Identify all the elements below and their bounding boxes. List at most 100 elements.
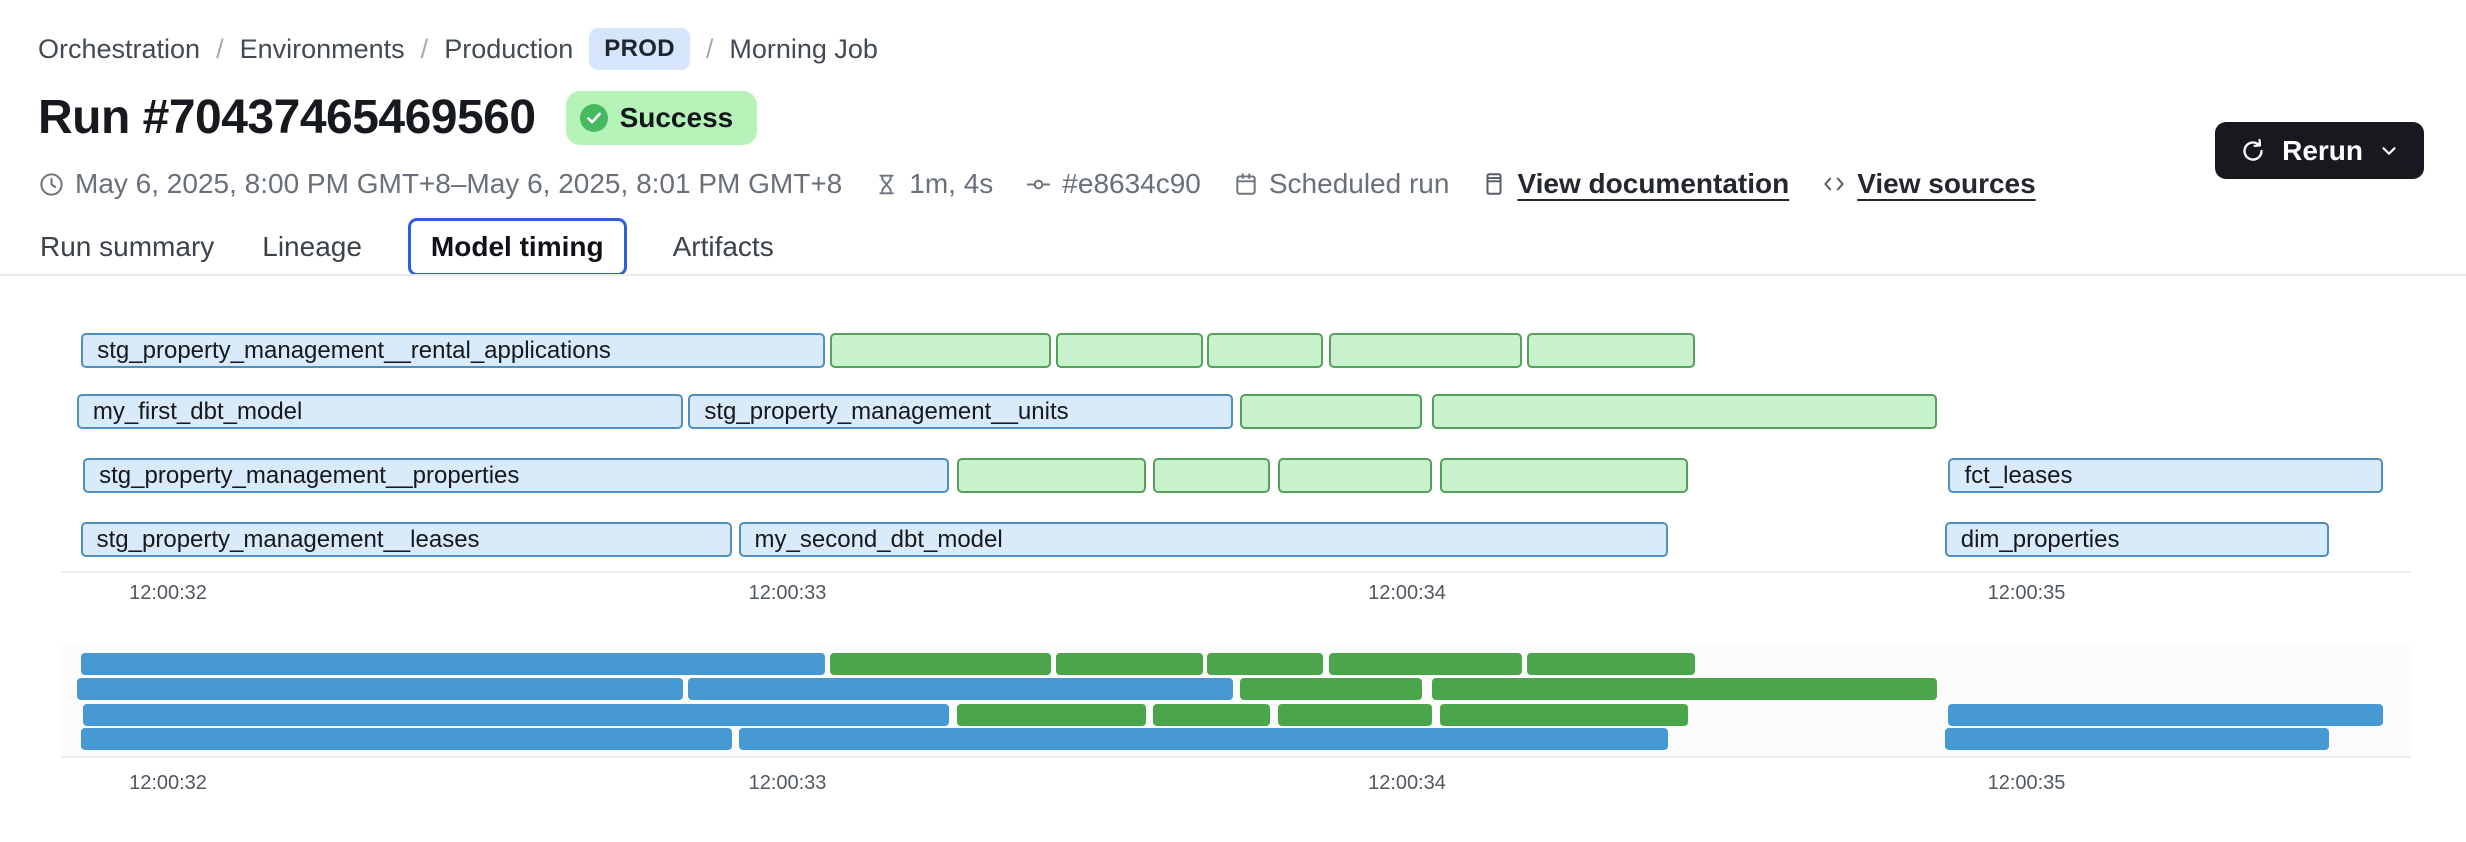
environment-badge: PROD (589, 28, 690, 70)
time-range-label: May 6, 2025, 8:00 PM GMT+8–May 6, 2025, … (75, 168, 843, 199)
gantt-bar-dim_properties[interactable]: dim_properties (1944, 522, 2329, 557)
gantt-bar-test[interactable] (1328, 333, 1523, 368)
breadcrumb-morning-job[interactable]: Morning Job (729, 33, 878, 64)
page-title: Run #70437465469560 (38, 91, 536, 144)
gantt-bar-test[interactable] (1278, 458, 1432, 493)
commit-hash: #e8634c90 (1025, 168, 1201, 200)
gantt-bar-label: fct_leases (1964, 461, 2073, 489)
minimap-bar (1944, 728, 2329, 750)
breadcrumb-separator: / (216, 33, 224, 64)
minimap-bar (1948, 704, 2383, 726)
gantt-bar-label: my_first_dbt_model (92, 397, 303, 425)
trigger-type: Scheduled run (1233, 168, 1450, 200)
chevron-down-icon (2378, 140, 2400, 162)
minimap-bar (1278, 704, 1432, 726)
gantt-bar-test[interactable] (1527, 333, 1696, 368)
minimap-bar (1239, 678, 1422, 700)
calendar-icon (1233, 171, 1259, 197)
axis-tick-label: 12:00:33 (748, 772, 827, 794)
duration-label: 1m, 4s (909, 168, 994, 199)
minimap-bar (76, 678, 684, 700)
view-sources-link[interactable]: View sources (1857, 168, 2036, 199)
rerun-button[interactable]: Rerun (2215, 122, 2424, 179)
gantt-bar-label: stg_property_management__units (704, 397, 1069, 425)
breadcrumb-separator: / (420, 33, 429, 64)
trigger-type-label: Scheduled run (1268, 168, 1450, 199)
title-row: Run #70437465469560 Success (38, 90, 758, 145)
gantt-bar-label: dim_properties (1960, 525, 2120, 553)
minimap-bar (1328, 653, 1523, 675)
gantt-bar-test[interactable] (1439, 458, 1689, 493)
minimap-bar (80, 728, 732, 750)
view-documentation-link[interactable]: View documentation (1517, 168, 1790, 199)
minimap-bar (81, 653, 825, 675)
rerun-label: Rerun (2282, 134, 2363, 166)
tab-lineage[interactable]: Lineage (262, 231, 362, 262)
tab-artifacts[interactable]: Artifacts (672, 231, 774, 262)
gantt-bar-test[interactable] (1153, 458, 1271, 493)
clock-icon (38, 171, 65, 198)
hourglass-icon (874, 172, 899, 197)
axis-tick-label: 12:00:34 (1368, 582, 1446, 604)
minimap-bar (83, 704, 949, 726)
breadcrumb-orchestration[interactable]: Orchestration (38, 33, 201, 64)
minimap-bar (956, 704, 1146, 726)
axis-track-line (61, 571, 2411, 573)
minimap-bar (1439, 704, 1689, 726)
document-icon (1481, 171, 1507, 197)
gantt-bar-label: stg_property_management__leases (96, 525, 480, 553)
gantt-bar-stg_property_management__rental_applications[interactable]: stg_property_management__rental_applicat… (81, 333, 825, 368)
time-range: May 6, 2025, 8:00 PM GMT+8–May 6, 2025, … (38, 168, 842, 200)
axis-tick-label: 12:00:32 (129, 772, 207, 794)
duration: 1m, 4s (874, 168, 993, 200)
axis-tick-label: 12:00:33 (748, 582, 827, 604)
axis-tick-label: 12:00:34 (1368, 772, 1446, 794)
minimap-bar (1431, 678, 1937, 700)
gantt-bar-stg_property_management__units[interactable]: stg_property_management__units (688, 394, 1233, 429)
status-label: Success (619, 101, 734, 133)
axis-track-line (61, 756, 2411, 758)
breadcrumb-production[interactable]: Production (444, 33, 574, 64)
gantt-bar-test[interactable] (1206, 333, 1323, 368)
tab-bar: Run summary Lineage Model timing Artifac… (38, 218, 776, 276)
axis-tick-label: 12:00:35 (1987, 582, 2066, 604)
gantt-bar-test[interactable] (829, 333, 1051, 368)
view-documentation[interactable]: View documentation (1481, 168, 1789, 200)
code-icon (1821, 171, 1847, 197)
minimap-bar (688, 678, 1233, 700)
gantt-bar-label: stg_property_management__properties (99, 461, 520, 489)
gantt-bar-stg_property_management__properties[interactable]: stg_property_management__properties (83, 458, 949, 493)
view-sources[interactable]: View sources (1821, 168, 2036, 200)
commit-hash-label: #e8634c90 (1062, 168, 1201, 199)
minimap-bar (738, 728, 1668, 750)
gantt-bar-test[interactable] (1239, 394, 1422, 429)
breadcrumb-environments[interactable]: Environments (239, 33, 405, 64)
gantt-bar-stg_property_management__leases[interactable]: stg_property_management__leases (80, 522, 732, 557)
gantt-bar-test[interactable] (1431, 394, 1937, 429)
axis-tick-label: 12:00:32 (129, 582, 207, 604)
gantt-bar-label: stg_property_management__rental_applicat… (97, 336, 611, 364)
gantt-bar-test[interactable] (956, 458, 1146, 493)
minimap-bar (1055, 653, 1203, 675)
breadcrumb-separator: / (705, 33, 714, 64)
minimap-bar (1153, 704, 1271, 726)
minimap-bar (1206, 653, 1323, 675)
refresh-icon (2239, 137, 2267, 165)
gantt-bar-fct_leases[interactable]: fct_leases (1948, 458, 2383, 493)
success-check-icon (579, 103, 608, 132)
tabs-divider (0, 274, 2466, 276)
gantt-bar-my_first_dbt_model[interactable]: my_first_dbt_model (76, 394, 684, 429)
git-commit-icon (1025, 171, 1052, 198)
gantt-bar-label: my_second_dbt_model (754, 525, 1003, 553)
status-badge: Success (565, 90, 758, 145)
axis-tick-label: 12:00:35 (1987, 772, 2066, 794)
breadcrumb: Orchestration / Environments / Productio… (38, 28, 878, 70)
minimap-bar (1527, 653, 1696, 675)
gantt-bar-my_second_dbt_model[interactable]: my_second_dbt_model (738, 522, 1668, 557)
tab-run-summary[interactable]: Run summary (40, 231, 215, 262)
run-meta-row: May 6, 2025, 8:00 PM GMT+8–May 6, 2025, … (38, 168, 2036, 200)
gantt-bar-test[interactable] (1055, 333, 1203, 368)
